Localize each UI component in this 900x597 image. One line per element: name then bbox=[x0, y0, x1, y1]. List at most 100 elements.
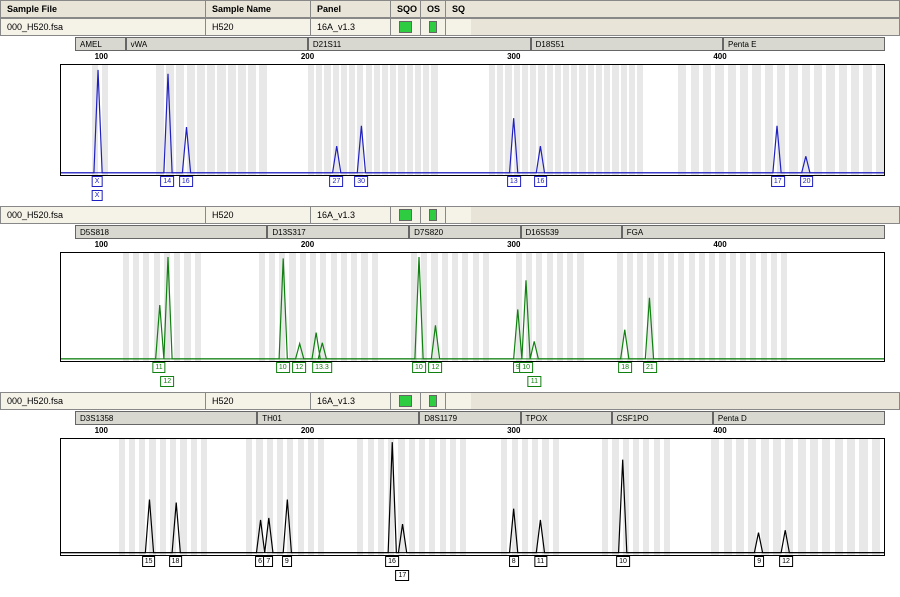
x-tick-label: 400 bbox=[713, 52, 726, 61]
allele-call[interactable]: 16 bbox=[385, 556, 399, 567]
plot-region[interactable]: 100020003000 bbox=[60, 252, 885, 362]
plot-region[interactable]: 10002000300040005000 bbox=[60, 438, 885, 556]
sample-file-cell: 000_H520.fsa bbox=[1, 207, 206, 223]
marker-label[interactable]: Penta D bbox=[713, 411, 885, 425]
marker-label[interactable]: CSF1PO bbox=[612, 411, 713, 425]
allele-call-row: X 14 16 27 30 13 16 17 20 bbox=[60, 176, 885, 190]
sample-info-row: 000_H520.fsaH52016A_v1.3 bbox=[0, 392, 900, 410]
marker-label[interactable]: FGA bbox=[622, 225, 885, 239]
x-tick-label: 200 bbox=[301, 426, 314, 435]
col-sample-file: Sample File bbox=[1, 1, 206, 17]
col-os: OS bbox=[421, 1, 446, 17]
marker-label[interactable]: TPOX bbox=[521, 411, 612, 425]
x-tick-label: 300 bbox=[507, 240, 520, 249]
x-tick-label: 100 bbox=[95, 52, 108, 61]
allele-call[interactable]: 20 bbox=[800, 176, 814, 187]
status-indicator-icon bbox=[429, 209, 437, 221]
allele-call-row: 11101213.310129101821 bbox=[60, 362, 885, 376]
marker-label[interactable]: vWA bbox=[126, 37, 308, 51]
marker-label[interactable]: D7S820 bbox=[409, 225, 520, 239]
marker-label[interactable]: D3S1358 bbox=[75, 411, 257, 425]
allele-call[interactable]: 14 bbox=[160, 176, 174, 187]
x-axis: 100200300400 bbox=[60, 240, 885, 252]
col-sq: SQ bbox=[446, 1, 471, 17]
status-indicator-icon bbox=[429, 395, 437, 407]
marker-label[interactable]: D16S539 bbox=[521, 225, 622, 239]
sqo-cell bbox=[391, 207, 421, 223]
allele-call[interactable]: 13 bbox=[507, 176, 521, 187]
x-tick-label: 300 bbox=[507, 52, 520, 61]
chart-area: 1002003004001000200030004000X14162730131… bbox=[60, 52, 885, 204]
allele-call[interactable]: 12 bbox=[428, 362, 442, 373]
allele-call[interactable]: 11 bbox=[534, 556, 547, 567]
allele-call[interactable]: 13.3 bbox=[312, 362, 332, 373]
allele-call[interactable]: 18 bbox=[169, 556, 183, 567]
panel-cell: 16A_v1.3 bbox=[311, 207, 391, 223]
sqo-cell bbox=[391, 393, 421, 409]
allele-call[interactable]: 7 bbox=[263, 556, 273, 567]
marker-label[interactable]: D18S51 bbox=[531, 37, 723, 51]
os-cell bbox=[421, 19, 446, 35]
allele-call[interactable]: 18 bbox=[618, 362, 632, 373]
marker-label[interactable]: D21S11 bbox=[308, 37, 531, 51]
plot-region[interactable]: 1000200030004000 bbox=[60, 64, 885, 176]
allele-call[interactable]: 12 bbox=[160, 376, 174, 387]
allele-call[interactable]: 12 bbox=[292, 362, 306, 373]
allele-call[interactable]: X bbox=[92, 176, 103, 187]
sample-info-row: 000_H520.fsaH52016A_v1.3 bbox=[0, 18, 900, 36]
allele-call-row: X bbox=[60, 190, 885, 204]
allele-call[interactable]: 12 bbox=[779, 556, 793, 567]
sample-file-cell: 000_H520.fsa bbox=[1, 19, 206, 35]
peak-trace bbox=[61, 439, 884, 555]
peak-trace bbox=[61, 253, 884, 361]
allele-call[interactable]: 21 bbox=[643, 362, 657, 373]
marker-label[interactable]: D13S317 bbox=[267, 225, 409, 239]
allele-call[interactable]: 27 bbox=[329, 176, 343, 187]
marker-label[interactable]: TH01 bbox=[257, 411, 419, 425]
x-tick-label: 300 bbox=[507, 426, 520, 435]
allele-call[interactable]: 11 bbox=[528, 376, 541, 387]
x-tick-label: 200 bbox=[301, 240, 314, 249]
electropherogram-panel: 000_H520.fsaH52016A_v1.3D5S818D13S317D7S… bbox=[0, 206, 900, 390]
marker-label[interactable]: D5S818 bbox=[75, 225, 267, 239]
allele-call[interactable]: 9 bbox=[754, 556, 764, 567]
status-indicator-icon bbox=[399, 395, 412, 407]
sample-file-cell: 000_H520.fsa bbox=[1, 393, 206, 409]
status-indicator-icon bbox=[399, 21, 412, 33]
allele-call[interactable]: 10 bbox=[276, 362, 290, 373]
electropherogram-panel: 000_H520.fsaH52016A_v1.3AMELvWAD21S11D18… bbox=[0, 18, 900, 204]
status-indicator-icon bbox=[429, 21, 437, 33]
allele-call[interactable]: 17 bbox=[771, 176, 785, 187]
x-axis: 100200300400 bbox=[60, 426, 885, 438]
col-sample-name: Sample Name bbox=[206, 1, 311, 17]
panel-cell: 16A_v1.3 bbox=[311, 393, 391, 409]
allele-call[interactable]: X bbox=[92, 190, 103, 201]
sq-cell bbox=[446, 19, 471, 35]
os-cell bbox=[421, 393, 446, 409]
chart-area: 10020030040010002000300011101213.3101291… bbox=[60, 240, 885, 390]
allele-call[interactable]: 17 bbox=[395, 570, 409, 581]
allele-call[interactable]: 30 bbox=[354, 176, 368, 187]
marker-label[interactable]: D8S1179 bbox=[419, 411, 520, 425]
x-axis: 100200300400 bbox=[60, 52, 885, 64]
allele-call[interactable]: 16 bbox=[179, 176, 193, 187]
allele-call[interactable]: 16 bbox=[534, 176, 548, 187]
allele-call[interactable]: 8 bbox=[509, 556, 519, 567]
marker-label[interactable]: Penta E bbox=[723, 37, 885, 51]
panel-cell: 16A_v1.3 bbox=[311, 19, 391, 35]
col-panel: Panel bbox=[311, 1, 391, 17]
marker-label[interactable]: AMEL bbox=[75, 37, 126, 51]
allele-call-row: 15186791681110912 bbox=[60, 556, 885, 570]
sample-name-cell: H520 bbox=[206, 207, 311, 223]
allele-call[interactable]: 15 bbox=[142, 556, 156, 567]
x-tick-label: 100 bbox=[95, 426, 108, 435]
sample-info-row: 000_H520.fsaH52016A_v1.3 bbox=[0, 206, 900, 224]
allele-call[interactable]: 11 bbox=[152, 362, 165, 373]
sample-name-cell: H520 bbox=[206, 393, 311, 409]
allele-call[interactable]: 10 bbox=[616, 556, 630, 567]
allele-call[interactable]: 10 bbox=[412, 362, 426, 373]
allele-call[interactable]: 9 bbox=[282, 556, 292, 567]
allele-call[interactable]: 10 bbox=[519, 362, 533, 373]
allele-call-row: 12 11 bbox=[60, 376, 885, 390]
status-indicator-icon bbox=[399, 209, 412, 221]
